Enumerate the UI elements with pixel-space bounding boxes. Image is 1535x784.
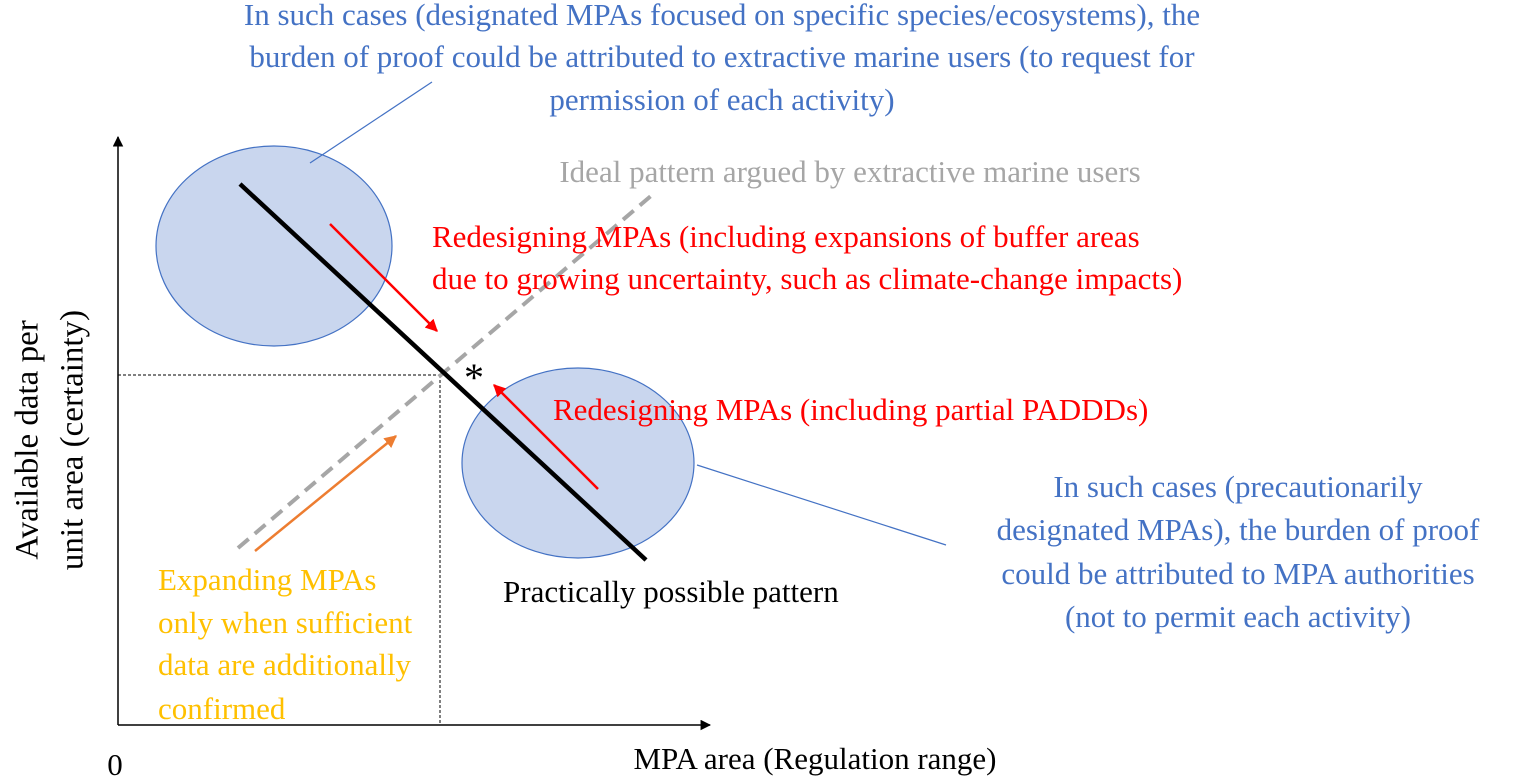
redesign-label: Redesigning MPAs (including expansions o… bbox=[432, 219, 1140, 254]
redesign-label: due to growing uncertainty, such as clim… bbox=[432, 261, 1182, 296]
arrow bbox=[254, 435, 397, 552]
origin-label: 0 bbox=[107, 747, 123, 782]
y-axis-label: unit area (certainty) bbox=[55, 310, 91, 570]
redesign-label: Redesigning MPAs (including partial PADD… bbox=[553, 392, 1148, 427]
callout-text: In such cases (designated MPAs focused o… bbox=[244, 0, 1200, 32]
callout-text: permission of each activity) bbox=[549, 82, 894, 117]
asterisk: * bbox=[464, 355, 484, 400]
ellipse-lower bbox=[461, 367, 695, 559]
callout-text: In such cases (precautionarily bbox=[1053, 469, 1423, 504]
y-axis-label: Available data per bbox=[10, 320, 46, 559]
leader-line bbox=[309, 81, 433, 164]
callout-text: burden of proof could be attributed to e… bbox=[249, 39, 1195, 74]
practical-label: Practically possible pattern bbox=[503, 574, 839, 609]
callout-text: designated MPAs), the burden of proof bbox=[997, 512, 1480, 547]
expanding-label: data are additionally bbox=[158, 647, 412, 682]
leader-line bbox=[696, 464, 947, 546]
expanding-label: confirmed bbox=[158, 691, 286, 726]
expanding-label: Expanding MPAs bbox=[158, 562, 376, 597]
callout-text: (not to permit each activity) bbox=[1065, 599, 1411, 634]
ideal-label: Ideal pattern argued by extractive marin… bbox=[559, 154, 1140, 189]
arrow bbox=[329, 223, 438, 332]
ellipse-upper bbox=[155, 145, 393, 347]
callout-text: could be attributed to MPA authorities bbox=[1001, 556, 1474, 591]
x-axis-label: MPA area (Regulation range) bbox=[633, 741, 996, 776]
arrow bbox=[493, 384, 599, 490]
expanding-label: only when sufficient bbox=[158, 605, 413, 640]
practical-line bbox=[238, 182, 648, 562]
